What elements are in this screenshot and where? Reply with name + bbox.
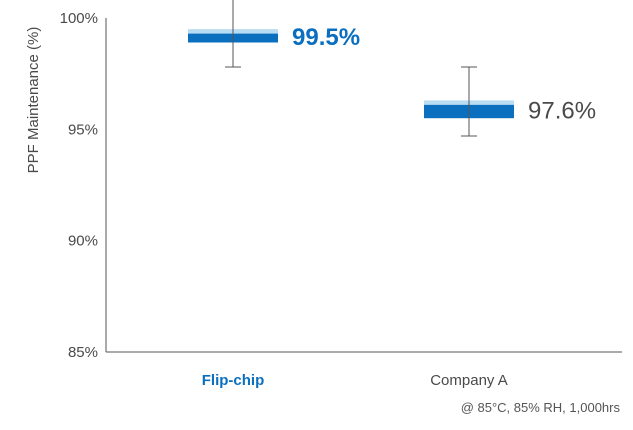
- category-labels: Flip-chip Company A: [202, 372, 508, 389]
- footnote: @ 85°C, 85% RH, 1,000hrs: [461, 400, 621, 415]
- category-label: Company A: [430, 372, 508, 389]
- category-label: Flip-chip: [202, 372, 265, 389]
- y-tick-label: 85%: [68, 344, 98, 361]
- box-series: 99.5% 97.6%: [188, 0, 596, 137]
- y-tick-label: 100%: [60, 10, 98, 27]
- data-label: 97.6%: [528, 97, 596, 124]
- y-tick-label: 95%: [68, 121, 98, 138]
- box-group: 97.6%: [424, 66, 596, 137]
- y-tick-label: 90%: [68, 233, 98, 250]
- data-label: 99.5%: [292, 24, 360, 51]
- y-tick-labels: 100% 95% 90% 85%: [60, 10, 98, 361]
- box-group: 99.5%: [188, 0, 360, 68]
- y-axis-title: PPF Maintenance (%): [25, 27, 42, 174]
